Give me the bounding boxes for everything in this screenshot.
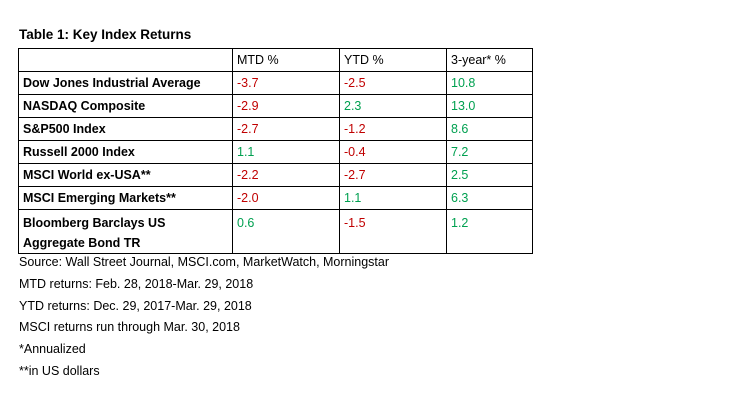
index-name: Dow Jones Industrial Average	[18, 71, 233, 95]
msci-note: MSCI returns run through Mar. 30, 2018	[19, 320, 240, 335]
index-name-line: Aggregate Bond TR	[23, 236, 141, 250]
ytd-header: YTD %	[339, 48, 447, 72]
table-row: Dow Jones Industrial Average -3.7 -2.5 1…	[18, 71, 533, 95]
table-row: Russell 2000 Index 1.1 -0.4 7.2	[18, 140, 533, 164]
ytd-value: 1.1	[339, 186, 447, 210]
index-name: MSCI World ex-USA**	[18, 163, 233, 187]
index-name: S&P500 Index	[18, 117, 233, 141]
index-returns-table: MTD % YTD % 3-year* % Dow Jones Industri…	[18, 48, 533, 254]
ytd-value: 2.3	[339, 94, 447, 118]
table-row: MSCI World ex-USA** -2.2 -2.7 2.5	[18, 163, 533, 187]
source-note: Source: Wall Street Journal, MSCI.com, M…	[19, 255, 390, 269]
three-year-header: 3-year* %	[446, 48, 533, 72]
three-year-value: 1.2	[446, 209, 533, 254]
index-name: NASDAQ Composite	[18, 94, 233, 118]
mtd-value: -2.2	[232, 163, 340, 187]
mtd-value: -3.7	[232, 71, 340, 95]
index-name: Bloomberg Barclays US Aggregate Bond TR	[18, 209, 233, 254]
three-year-value: 7.2	[446, 140, 533, 164]
index-name-line: Bloomberg Barclays US	[23, 216, 166, 230]
three-year-value: 8.6	[446, 117, 533, 141]
three-year-value: 10.8	[446, 71, 533, 95]
mtd-value: -2.0	[232, 186, 340, 210]
index-name-header	[18, 48, 233, 72]
mtd-range-note: MTD returns: Feb. 28, 2018-Mar. 29, 2018	[19, 276, 254, 291]
index-name: MSCI Emerging Markets**	[18, 186, 233, 210]
mtd-header: MTD %	[232, 48, 340, 72]
currency-footnote: **in US dollars	[19, 363, 100, 378]
mtd-value: 1.1	[232, 140, 340, 164]
table-title: Table 1: Key Index Returns	[19, 27, 192, 42]
ytd-value: -1.2	[339, 117, 447, 141]
ytd-value: -1.5	[339, 209, 447, 254]
table-row: MSCI Emerging Markets** -2.0 1.1 6.3	[18, 186, 533, 210]
table-row: Bloomberg Barclays US Aggregate Bond TR …	[18, 209, 533, 254]
ytd-range-note: YTD returns: Dec. 29, 2017-Mar. 29, 2018	[19, 298, 252, 313]
table-header-row: MTD % YTD % 3-year* %	[18, 48, 533, 72]
mtd-value: 0.6	[232, 209, 340, 254]
index-name: Russell 2000 Index	[18, 140, 233, 164]
annualized-footnote: *Annualized	[19, 342, 86, 357]
three-year-value: 6.3	[446, 186, 533, 210]
mtd-value: -2.9	[232, 94, 340, 118]
ytd-value: -0.4	[339, 140, 447, 164]
three-year-value: 2.5	[446, 163, 533, 187]
table-notes: Source: Wall Street Journal, MSCI.com, M…	[19, 252, 389, 383]
table-row: S&P500 Index -2.7 -1.2 8.6	[18, 117, 533, 141]
ytd-value: -2.7	[339, 163, 447, 187]
table-row: NASDAQ Composite -2.9 2.3 13.0	[18, 94, 533, 118]
three-year-value: 13.0	[446, 94, 533, 118]
mtd-value: -2.7	[232, 117, 340, 141]
ytd-value: -2.5	[339, 71, 447, 95]
